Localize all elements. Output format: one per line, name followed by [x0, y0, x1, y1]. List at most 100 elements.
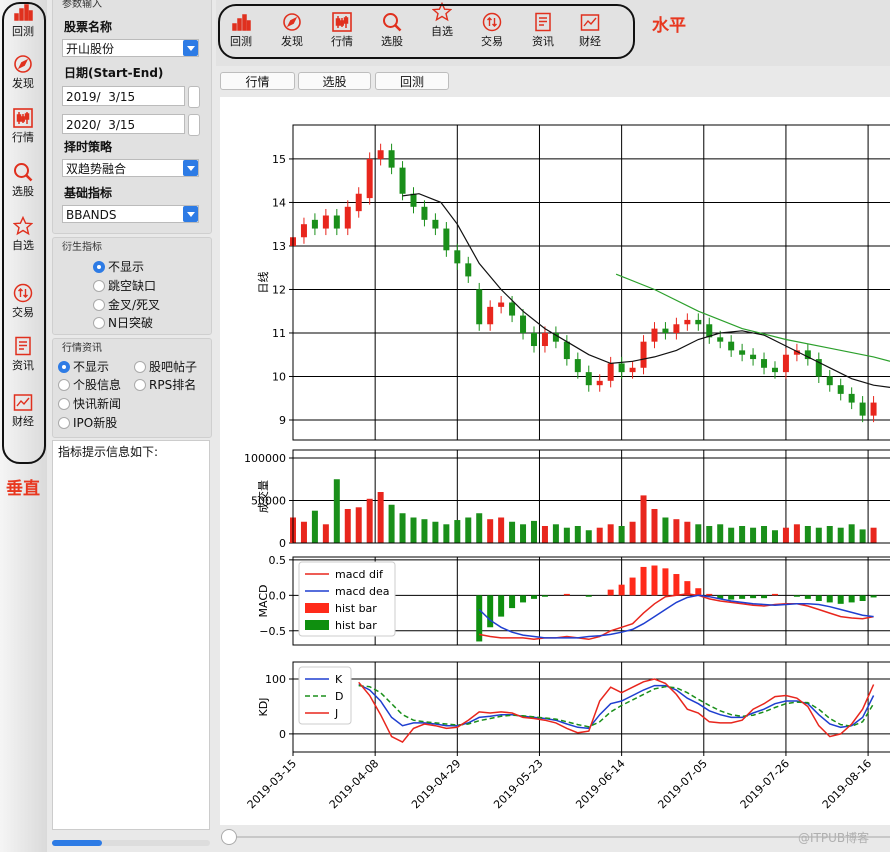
toolbar-button[interactable]: 交易 [1, 283, 45, 320]
y-tick-label: 15 [272, 153, 286, 166]
volume-bar [848, 524, 855, 543]
radio-option[interactable]: 股吧帖子 [134, 358, 197, 375]
toolbar-label: 选股 [12, 185, 34, 198]
candle-body [673, 324, 680, 333]
legend-label: K [335, 673, 343, 686]
toolbar-button[interactable]: 自选 [420, 2, 464, 39]
radio-dot [134, 379, 146, 391]
volume-bar [596, 527, 603, 543]
volume-bar [771, 530, 778, 543]
candle-body [443, 228, 450, 251]
radio-label: 股吧帖子 [149, 360, 198, 374]
date-spinner[interactable] [188, 86, 200, 108]
candle-body [541, 332, 548, 347]
legend-box [298, 561, 396, 637]
volume-bar [618, 525, 625, 543]
radio-label: 快讯新闻 [73, 397, 122, 411]
toolbar-button[interactable]: 自选 [1, 216, 45, 253]
line [358, 678, 875, 744]
radio-option[interactable]: IPO新股 [58, 414, 117, 431]
candle-body [717, 337, 724, 342]
hist-bar [706, 593, 713, 596]
hist-bar [640, 566, 647, 596]
x-tick-label: 2019-05-23 [491, 757, 545, 811]
toolbar-button[interactable]: 财经 [1, 392, 45, 429]
toolbar-button[interactable]: 发现 [1, 54, 45, 91]
candle-body [706, 324, 713, 338]
legend-label: D [335, 690, 343, 703]
hist-bar [476, 595, 483, 642]
hist-bar [509, 595, 516, 609]
icon [283, 13, 301, 31]
hist-bar [750, 595, 757, 599]
volume-bar [750, 527, 757, 543]
candle-body [377, 150, 384, 159]
toolbar-button[interactable]: 财经 [568, 12, 612, 49]
candle-body [804, 350, 811, 360]
y-tick-label: 12 [272, 283, 286, 296]
radio-option[interactable]: RPS排名 [134, 376, 196, 393]
radio-label: 不显示 [73, 360, 110, 374]
watermark: @ITPUB博客 [798, 831, 870, 845]
x-tick-label: 2019-08-16 [820, 757, 874, 811]
radio-option[interactable]: 快讯新闻 [58, 395, 121, 412]
candle-body [596, 380, 603, 386]
y-tick-label: 13 [272, 240, 286, 253]
date-spinner[interactable] [188, 114, 200, 136]
volume-bar [399, 513, 406, 543]
radio-dot [93, 299, 105, 311]
toolbar-button[interactable]: 资讯 [1, 336, 45, 373]
toolbar-button[interactable]: 选股 [370, 12, 414, 49]
icon [482, 12, 502, 32]
candle-body [333, 215, 340, 229]
strategy-combo[interactable]: 双趋势融合 [62, 159, 199, 177]
icon [15, 336, 31, 356]
derived-title: 衍生指标 [62, 242, 102, 253]
toolbar-button[interactable]: 行情 [320, 12, 364, 49]
toolbar-button[interactable]: 资讯 [521, 12, 565, 49]
candle-body [300, 224, 307, 238]
date-label: 日期(Start-End) [64, 66, 164, 80]
news-title: 行情资讯 [62, 343, 102, 354]
news-group [52, 338, 212, 438]
volume-bar [717, 524, 724, 543]
toolbar-label: 资讯 [532, 35, 554, 48]
toolbar-button[interactable]: 选股 [1, 162, 45, 199]
volume-bar [651, 508, 658, 543]
hist-bar [717, 595, 724, 599]
param-title: 参数输入 [62, 0, 102, 10]
radio-option[interactable]: 跳空缺口 [93, 277, 156, 294]
stock-combo[interactable]: 开山股份 [62, 39, 199, 57]
slider-handle[interactable] [221, 829, 237, 845]
legend-label: J [334, 707, 338, 720]
candle-body [487, 306, 494, 325]
axes-frame [292, 661, 890, 753]
volume-bar [443, 524, 450, 543]
radio-option[interactable]: N日突破 [93, 314, 153, 331]
radio-option[interactable]: 不显示 [93, 258, 144, 275]
hist-bar [498, 595, 505, 617]
radio-option[interactable]: 个股信息 [58, 376, 121, 393]
end-date[interactable]: 2020/ 3/15 [62, 114, 185, 134]
start-date[interactable]: 2019/ 3/15 [62, 86, 185, 106]
legend-swatch [305, 620, 329, 630]
hist-bar [695, 588, 702, 596]
radio-option[interactable]: 不显示 [58, 358, 109, 375]
radio-option[interactable]: 金叉/死叉 [93, 296, 160, 313]
tab[interactable]: 选股 [298, 72, 371, 90]
toolbar-button[interactable]: 行情 [1, 108, 45, 145]
indicator-combo[interactable]: BBANDS [62, 205, 199, 223]
hist-bar [607, 589, 614, 596]
x-tick-label: 2019-06-14 [573, 757, 627, 811]
candle-body [837, 385, 844, 394]
hist-bar [815, 595, 822, 601]
tab[interactable]: 回测 [375, 72, 449, 90]
volume-bar [421, 519, 428, 543]
hist-bar [804, 595, 811, 599]
tab[interactable]: 行情 [220, 72, 295, 90]
y-tick-label: 0 [279, 728, 286, 741]
toolbar-button[interactable]: 发现 [270, 12, 314, 49]
toolbar-button[interactable]: 交易 [470, 12, 514, 49]
hist-bar [618, 584, 625, 596]
hist-bar [837, 595, 844, 604]
